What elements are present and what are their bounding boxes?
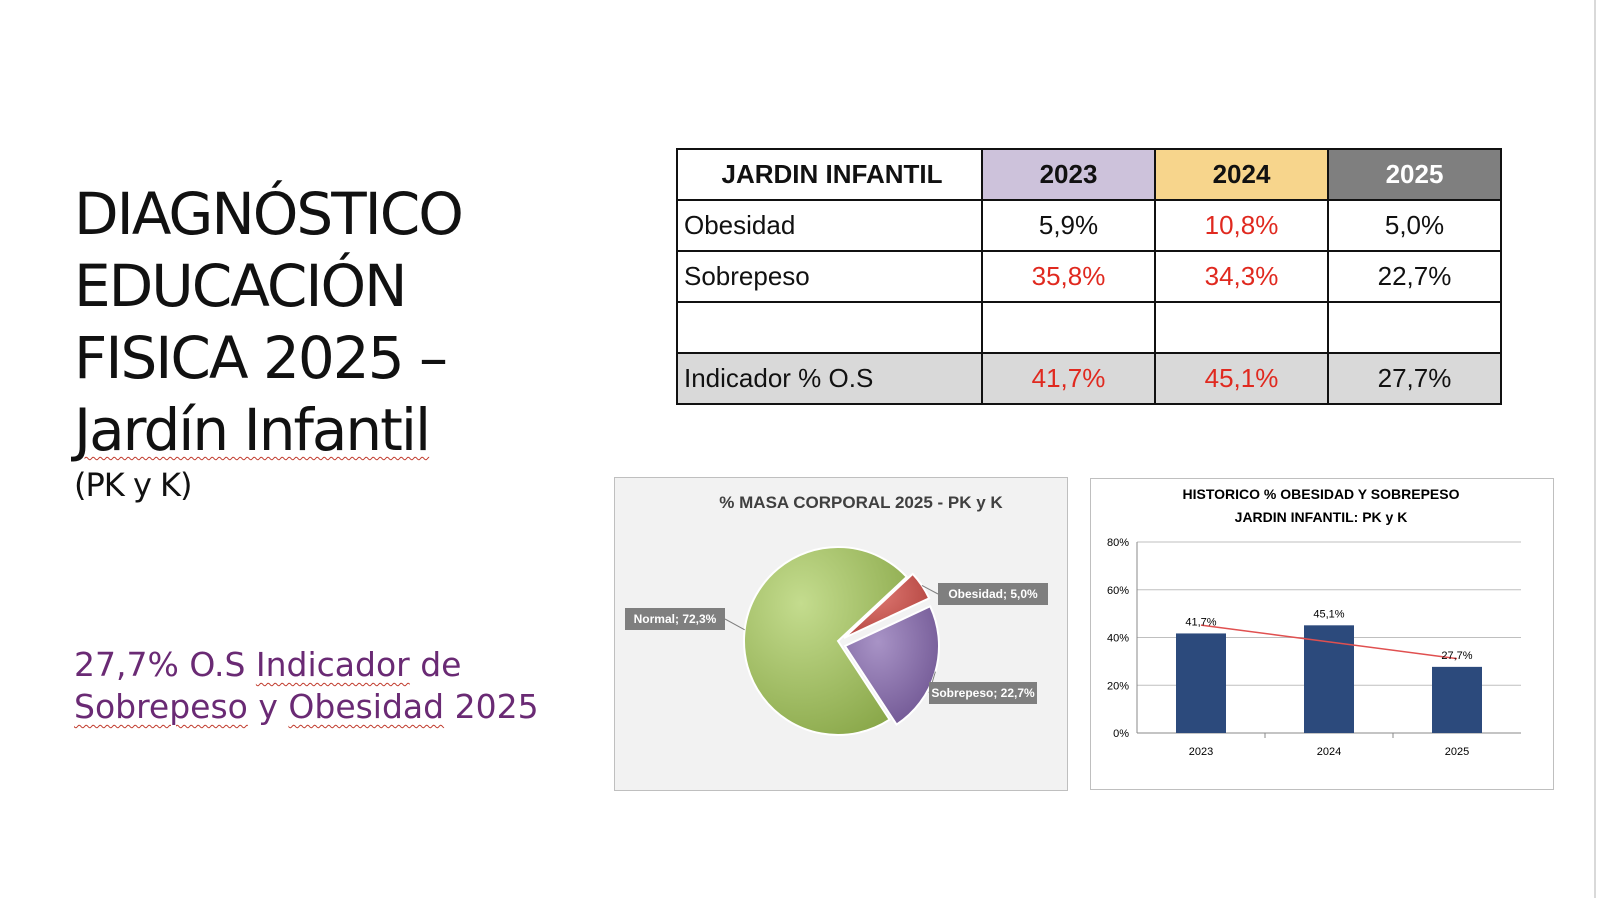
x-tick-label: 2025	[1445, 746, 1469, 758]
pie-label-box	[938, 583, 1048, 605]
cell-value: 22,7%	[1327, 250, 1502, 303]
y-tick-label: 60%	[1107, 585, 1129, 597]
pie-data-label: Sobrepeso; 22,7%	[931, 686, 1035, 700]
table-row-sobrepeso: Sobrepeso 35,8% 34,3% 22,7%	[676, 250, 1502, 303]
table-header-row: JARDIN INFANTIL 2023 2024 2025	[676, 148, 1502, 201]
cell-value: 45,1%	[1154, 352, 1329, 405]
pie-leader-line	[921, 584, 939, 595]
bar-title-line-1: HISTORICO % OBESIDAD Y SOBREPESO	[1183, 486, 1460, 502]
title-line-2: EDUCACIÓN	[74, 252, 408, 320]
y-tick-label: 20%	[1107, 680, 1129, 692]
cell-value	[1154, 301, 1329, 354]
bar-data-label: 41,7%	[1185, 616, 1216, 628]
table-row-indicador: Indicador % O.S 41,7% 45,1% 27,7%	[676, 352, 1502, 405]
indicator-y: y	[247, 687, 289, 726]
x-tick-label: 2023	[1189, 746, 1213, 758]
cell-value	[981, 301, 1156, 354]
title-line-4-text: Jardín Infantil	[74, 396, 431, 464]
slide-subtitle: (PK y K)	[74, 466, 193, 504]
indicator-value: 27,7% O.S	[74, 645, 256, 684]
table-header-label: JARDIN INFANTIL	[676, 148, 983, 201]
bar-2023	[1176, 633, 1226, 733]
row-label: Obesidad	[676, 199, 983, 252]
bar-chart-panel: HISTORICO % OBESIDAD Y SOBREPESO JARDIN …	[1090, 478, 1554, 790]
trendline	[1200, 624, 1458, 660]
y-tick-label: 0%	[1113, 728, 1129, 740]
indicator-de: de	[409, 645, 462, 684]
cell-value: 35,8%	[981, 250, 1156, 303]
bar-2024	[1304, 625, 1354, 733]
title-line-4: Jardín Infantil	[74, 394, 462, 466]
cell-value: 10,8%	[1154, 199, 1329, 252]
table-row-empty	[676, 301, 1502, 354]
title-line-1: DIAGNÓSTICO	[74, 180, 464, 248]
bar-data-label: 45,1%	[1313, 608, 1344, 620]
slide-title: DIAGNÓSTICO EDUCACIÓN FISICA 2025 – Jard…	[74, 178, 464, 466]
indicator-obesidad: Obesidad	[288, 687, 445, 726]
x-tick-label: 2024	[1317, 746, 1341, 758]
bar-chart: HISTORICO % OBESIDAD Y SOBREPESO JARDIN …	[1107, 486, 1521, 758]
pie-slice-obesidad	[843, 572, 931, 639]
indicator-line-2: Sobrepeso y Obesidad 2025	[74, 686, 539, 728]
pie-label-box	[625, 608, 725, 630]
table-header-2023: 2023	[981, 148, 1156, 201]
table-row-obesidad: Obesidad 5,9% 10,8% 5,0%	[676, 199, 1502, 252]
pie-slice-normal	[743, 546, 909, 736]
indicator-sobrepeso: Sobrepeso	[74, 687, 248, 726]
cell-value: 27,7%	[1327, 352, 1502, 405]
title-line-3: FISICA 2025 –	[74, 324, 448, 392]
y-tick-label: 40%	[1107, 633, 1129, 645]
stats-table: JARDIN INFANTIL 2023 2024 2025 Obesidad …	[676, 148, 1502, 405]
pie-title: % MASA CORPORAL 2025 - PK y K	[719, 493, 1003, 512]
indicator-year: 2025	[444, 687, 539, 726]
indicator-word: Indicador	[255, 645, 410, 684]
pie-data-label: Obesidad; 5,0%	[948, 587, 1038, 601]
cell-value	[1327, 301, 1502, 354]
cell-value: 41,7%	[981, 352, 1156, 405]
pie-chart-panel: % MASA CORPORAL 2025 - PK y K Normal; 72…	[614, 477, 1068, 791]
bar-2025	[1432, 666, 1482, 733]
cell-value: 34,3%	[1154, 250, 1329, 303]
pie-leader-line	[724, 618, 745, 631]
indicator-summary: 27,7% O.S Indicador de Sobrepeso y Obesi…	[74, 644, 539, 728]
slide-edge	[1594, 0, 1596, 898]
table-header-2025: 2025	[1327, 148, 1502, 201]
row-label	[676, 301, 983, 354]
y-tick-label: 80%	[1107, 537, 1129, 549]
pie-data-label: Normal; 72,3%	[634, 612, 717, 626]
table-header-2024: 2024	[1154, 148, 1329, 201]
bar-data-label: 27,7%	[1441, 650, 1472, 662]
cell-value: 5,9%	[981, 199, 1156, 252]
bar-title-line-2: JARDIN INFANTIL: PK y K	[1235, 509, 1408, 525]
pie-label-box	[929, 682, 1037, 704]
row-label: Sobrepeso	[676, 250, 983, 303]
indicator-line-1: 27,7% O.S Indicador de	[74, 644, 539, 686]
pie-chart: % MASA CORPORAL 2025 - PK y K Normal; 72…	[625, 493, 1048, 736]
row-label: Indicador % O.S	[676, 352, 983, 405]
cell-value: 5,0%	[1327, 199, 1502, 252]
